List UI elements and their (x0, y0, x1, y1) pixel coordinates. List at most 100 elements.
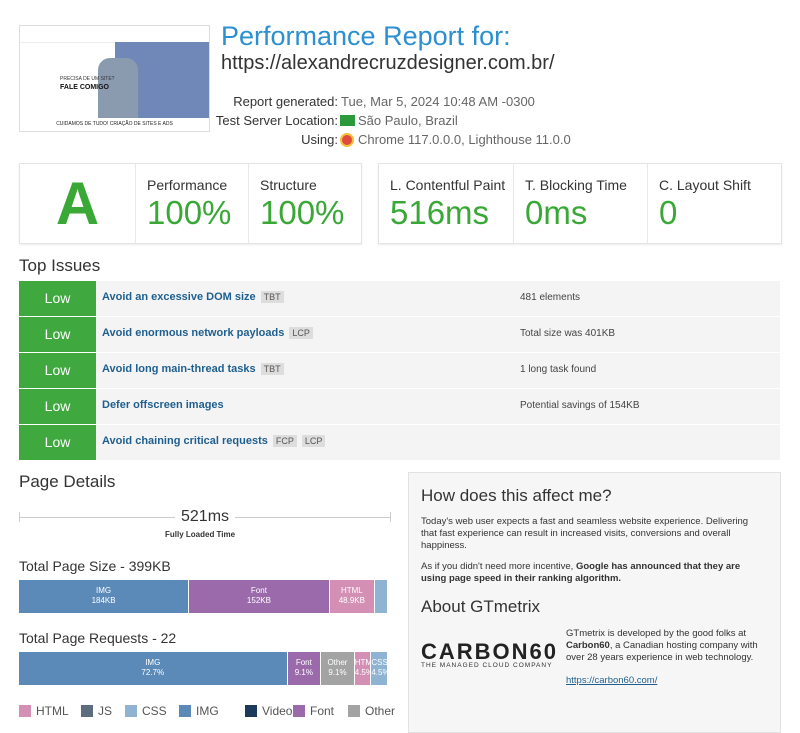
report-title: Performance Report for: (221, 21, 511, 51)
legend-swatch (293, 705, 305, 717)
segment-name: HTML (354, 658, 371, 667)
size-bar: IMG 184KB Font 152KB HTML 48.9KB (19, 580, 388, 613)
issue-row[interactable]: Low Defer offscreen images Potential savin… (19, 389, 780, 424)
vital-value: 0ms (525, 194, 588, 231)
tag: LCP (289, 327, 313, 339)
score-cell: Performance 100% (135, 164, 249, 243)
vital-label: L. Contentful Paint (390, 177, 506, 193)
info-title: How does this affect me? (421, 486, 612, 505)
tag: FCP (272, 435, 297, 447)
segment: HTML 48.9KB (329, 580, 375, 613)
legend-swatch (179, 705, 191, 717)
segment: Font 152KB (189, 580, 330, 613)
legend-swatch (81, 705, 93, 717)
issue-row[interactable]: Low Avoid long main-thread tasks TBT 1 long… (19, 353, 780, 388)
issue-title: Avoid an excessive DOM size TBT (102, 291, 284, 303)
details-title: Page Details (19, 472, 116, 491)
text: Avoid an excessive DOM size (102, 291, 256, 303)
text: Avoid long main-thread tasks (102, 363, 256, 375)
severity: Low (19, 425, 96, 460)
link[interactable]: https://carbon60.com/ (566, 675, 658, 686)
legend-swatch (348, 705, 360, 717)
text: Avoid chaining critical requests (102, 435, 268, 447)
requests-title: Total Page Requests - 22 (19, 630, 177, 646)
segment: CSS 4.5% (371, 652, 388, 685)
legend-label: Font (310, 704, 335, 718)
logo: CARBON60 (421, 639, 559, 664)
segment-label: 9.1% (294, 668, 313, 677)
fully-loaded: 521ms (175, 508, 236, 526)
chrome-icon (340, 133, 354, 147)
score-label: Structure (260, 177, 317, 193)
issue-title: Avoid enormous network payloads LCP (102, 327, 313, 339)
segment: IMG 184KB (19, 580, 190, 613)
thumb-text: PRECISA DE UM SITE? (60, 76, 115, 82)
tag: TBT (260, 291, 284, 303)
legend-label: CSS (142, 704, 167, 718)
flag-icon (340, 115, 355, 126)
segment: IMG 72.7% (19, 652, 288, 685)
thumb-text: FALE COMIGO (60, 84, 109, 91)
legend-swatch (245, 705, 257, 717)
segment: Font 9.1% (287, 652, 322, 685)
legend-label: IMG (196, 704, 219, 718)
text: Carbon60 (566, 640, 610, 651)
detail-value: São Paulo, Brazil (358, 113, 458, 128)
about-title: About GTmetrix (421, 597, 541, 616)
issue-detail: 481 elements (520, 292, 581, 303)
grade: A (55, 170, 100, 237)
legend-swatch (125, 705, 137, 717)
segment-name: IMG (145, 658, 161, 667)
tag: TBT (260, 363, 284, 375)
issue-row[interactable]: Low Avoid chaining critical requests FCP LC… (19, 425, 780, 460)
vital-label: C. Layout Shift (659, 177, 751, 193)
vital-label: T. Blocking Time (525, 177, 627, 193)
info-panel: How does this affect me? Today's web use… (408, 472, 781, 733)
issue-title: Avoid chaining critical requests FCP LCP (102, 435, 326, 447)
size-title: Total Page Size - 399KB (19, 558, 171, 574)
segment-name: Font (250, 586, 267, 595)
issue-detail: Potential savings of 154KB (520, 400, 640, 411)
issue-title: Defer offscreen images (102, 399, 224, 411)
issue-row[interactable]: Low Avoid an excessive DOM size TBT 481 ele… (19, 281, 780, 316)
segment-name: CSS (371, 658, 388, 667)
about-text: GTmetrix is developed by the good folks … (566, 628, 771, 664)
severity: Low (19, 353, 96, 388)
text: As if you didn't need more incentive, (421, 561, 576, 572)
thumbnail: PRECISA DE UM SITE? FALE COMIGO CUIDAMOS… (19, 25, 210, 132)
segment-name: Font (295, 658, 312, 667)
vital-value: 0 (659, 194, 678, 231)
issue-row[interactable]: Low Avoid enormous network payloads LCP Tot… (19, 317, 780, 352)
vital-cell: C. Layout Shift 0 (647, 164, 782, 243)
legend-label: Other (365, 704, 396, 718)
legend-label: HTML (36, 704, 69, 718)
detail-label: Using: (301, 132, 338, 147)
thumb-footer: CUIDAMOS DE TUDO! CRIAÇÃO DE SITES E ADS (20, 118, 209, 131)
fully-loaded-label: Fully Loaded Time (165, 530, 236, 539)
vital-cell: T. Blocking Time 0ms (513, 164, 648, 243)
detail-label: Test Server Location: (215, 113, 338, 128)
segment-name: HTML (340, 586, 363, 595)
segment-name: IMG (96, 586, 112, 595)
segment-label: 184KB (91, 596, 116, 605)
issues-title: Top Issues (19, 256, 101, 275)
timeline-end (390, 512, 391, 522)
segment-label: 72.7% (141, 668, 165, 677)
text: GTmetrix is developed by the good folks … (566, 628, 747, 639)
text: Defer offscreen images (102, 399, 224, 411)
vital-value: 516ms (390, 194, 490, 231)
segment-label: 4.5% (371, 668, 388, 677)
segment-label: 9.1% (328, 668, 347, 677)
score-value: 100% (260, 194, 345, 231)
thumb-header (20, 26, 209, 43)
segment: Other 9.1% (321, 652, 355, 685)
detail-value: Tue, Mar 5, 2024 10:48 AM -0300 (341, 94, 535, 109)
legend-label: Video (262, 704, 293, 718)
text: , a Canadian hosting company with over 2… (566, 640, 758, 663)
tag: LCP (301, 435, 326, 447)
score-value: 100% (147, 194, 232, 231)
timeline-end (19, 512, 20, 522)
text: Google has announced that they are using… (421, 561, 741, 584)
